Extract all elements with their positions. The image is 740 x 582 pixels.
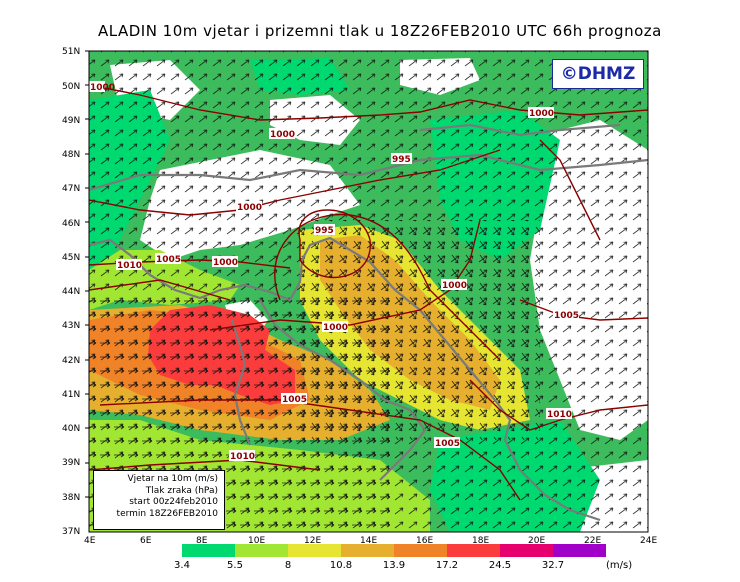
lat-label: 49N xyxy=(62,116,80,126)
lon-label: 14E xyxy=(360,536,377,546)
info-box: Vjetar na 10m (m/s) Tlak zraka (hPa) sta… xyxy=(93,470,225,530)
lat-label: 50N xyxy=(62,82,80,92)
coastlines xyxy=(89,123,648,522)
colorbar-label: 8 xyxy=(284,560,292,571)
colorbar-swatch xyxy=(288,544,341,557)
latitude-axis: 51N 50N 49N 48N 47N 46N 45N 44N 43N 42N … xyxy=(62,47,89,537)
info-term-label: termin 18Z26FEB2010 xyxy=(116,508,218,519)
lat-label: 40N xyxy=(62,424,80,434)
lat-label: 39N xyxy=(62,458,80,468)
lon-label: 20E xyxy=(528,536,545,546)
lat-label: 37N xyxy=(62,527,80,537)
isobar-label: 1000 xyxy=(270,130,295,140)
wind-field xyxy=(89,51,648,532)
isobar-label: 1005 xyxy=(435,439,460,449)
wind-arrows-bora xyxy=(300,220,540,440)
isobar-labels: 1000 1000 995 1000 1000 1005 1010 1000 1… xyxy=(89,81,579,462)
colorbar-unit: (m/s) xyxy=(606,560,633,571)
colorbar-label: 5.5 xyxy=(227,560,243,571)
isobar-label: 1005 xyxy=(156,255,181,265)
isobar-label: 1005 xyxy=(554,311,579,321)
lat-label: 38N xyxy=(62,493,80,503)
lon-label: 6E xyxy=(140,536,152,546)
colorbar-swatch xyxy=(447,544,500,557)
colorbar-label: 17.2 xyxy=(435,560,459,571)
dhmz-logo: ©DHMZ xyxy=(552,59,644,89)
lat-label: 46N xyxy=(62,219,80,229)
colorbar-label: 32.7 xyxy=(541,560,565,571)
isobar-label: 1000 xyxy=(442,281,467,291)
colorbar-swatch xyxy=(341,544,394,557)
lat-label: 51N xyxy=(62,47,80,57)
lon-label: 10E xyxy=(248,536,265,546)
isobar-label: 1000 xyxy=(90,83,115,93)
lon-label: 4E xyxy=(84,536,96,546)
colorbar-label: 10.8 xyxy=(329,560,353,571)
lon-label: 22E xyxy=(584,536,601,546)
colorbar-swatch xyxy=(235,544,288,557)
info-start-label: start 00z24feb2010 xyxy=(129,497,218,507)
colorbar-swatch xyxy=(394,544,447,557)
isobar-label: 1000 xyxy=(529,109,554,119)
lat-label: 44N xyxy=(62,287,80,297)
colorbar-label: 3.4 xyxy=(174,560,190,571)
colorbar xyxy=(182,544,606,557)
isobar-label: 1010 xyxy=(547,410,572,420)
isobar-label: 1005 xyxy=(282,395,307,405)
lon-label: 16E xyxy=(416,536,433,546)
isobar-label: 1010 xyxy=(230,452,255,462)
isobar-label: 1000 xyxy=(213,258,238,268)
lat-label: 45N xyxy=(62,253,80,263)
lon-label: 8E xyxy=(196,536,208,546)
isobar-label: 1010 xyxy=(117,261,142,271)
info-wind-label: Vjetar na 10m (m/s) xyxy=(127,474,218,484)
lat-label: 47N xyxy=(62,184,80,194)
lat-label: 41N xyxy=(62,390,80,400)
lon-label: 24E xyxy=(640,536,657,546)
isobar-label: 995 xyxy=(392,155,411,165)
lon-label: 18E xyxy=(472,536,489,546)
lon-label: 12E xyxy=(304,536,321,546)
isobar-label: 1000 xyxy=(237,203,262,213)
isobar-label: 1000 xyxy=(323,323,348,333)
isobar-label: 995 xyxy=(315,226,334,236)
colorbar-swatch xyxy=(553,544,606,557)
info-pressure-label: Tlak zraka (hPa) xyxy=(145,485,218,496)
colorbar-swatch xyxy=(500,544,553,557)
lat-label: 42N xyxy=(62,356,80,366)
map-title: ALADIN 10m vjetar i prizemni tlak u 18Z2… xyxy=(98,22,662,40)
lat-label: 48N xyxy=(62,150,80,160)
longitude-axis: 4E 6E 8E 10E 12E 14E 16E 18E 20E 22E 24E xyxy=(84,536,657,546)
colorbar-label: 24.5 xyxy=(488,560,512,571)
colorbar-label: 13.9 xyxy=(382,560,406,571)
lat-label: 43N xyxy=(62,321,80,331)
colorbar-swatch xyxy=(182,544,235,557)
